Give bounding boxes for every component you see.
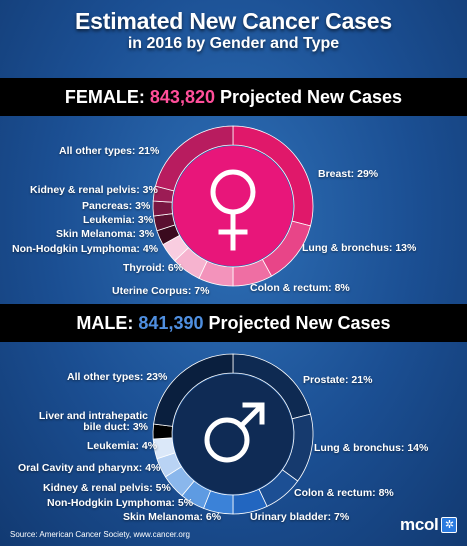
male-hub	[173, 374, 293, 494]
male-symbol-icon	[204, 402, 265, 463]
male-label-oral: Oral Cavity and pharynx: 4%	[18, 462, 161, 474]
female-hub	[173, 146, 293, 266]
female-label-leukemia: Leukemia: 3%	[83, 214, 154, 226]
female-label-thyroid: Thyroid: 6%	[123, 262, 184, 274]
male-label-bladder: Urinary bladder: 7%	[250, 511, 350, 523]
male-label-liver: Liver and intrahepatic bile duct: 3%	[38, 410, 148, 433]
female-band-prefix: FEMALE:	[64, 86, 145, 107]
female-slice-all-other-types	[155, 125, 234, 192]
female-label-uterine: Uterine Corpus: 7%	[112, 285, 210, 297]
logo-text: mcol	[400, 515, 439, 534]
male-slice-all-other-types	[153, 353, 234, 427]
female-label-melanoma: Skin Melanoma: 3%	[56, 228, 155, 240]
female-label-nhl: Non-Hodgkin Lymphoma: 4%	[12, 243, 159, 255]
male-label-lung: Lung & bronchus: 14%	[314, 442, 429, 454]
female-slice-pancreas	[152, 200, 173, 217]
male-band-prefix: MALE:	[76, 312, 134, 333]
male-band: MALE: 841,390 Projected New Cases	[0, 304, 467, 342]
male-label-leukemia: Leukemia: 4%	[87, 440, 158, 452]
female-band: FEMALE: 843,820 Projected New Cases	[0, 78, 467, 116]
male-label-colon: Colon & rectum: 8%	[294, 487, 394, 499]
male-band-suffix: Projected New Cases	[208, 312, 391, 333]
male-label-prostate: Prostate: 21%	[303, 374, 373, 386]
source-note: Source: American Cancer Society, www.can…	[10, 530, 190, 539]
female-label-pancreas: Pancreas: 3%	[82, 200, 151, 212]
female-label-breast: Breast: 29%	[318, 168, 379, 180]
logo-mark-icon: ✲	[441, 517, 458, 533]
male-count: 841,390	[138, 312, 204, 333]
mcol-logo: mcol ✲	[400, 512, 458, 538]
female-label-lung: Lung & bronchus: 13%	[302, 242, 417, 254]
female-symbol-icon	[210, 169, 256, 251]
female-label-colon: Colon & rectum: 8%	[250, 282, 350, 294]
female-band-suffix: Projected New Cases	[219, 86, 403, 107]
male-label-nhl: Non-Hodgkin Lymphoma: 5%	[47, 497, 194, 509]
male-label-other: All other types: 23%	[67, 371, 168, 383]
male-label-melanoma: Skin Melanoma: 6%	[123, 511, 222, 523]
page-subtitle: in 2016 by Gender and Type	[127, 35, 340, 52]
male-label-kidney: Kidney & renal pelvis: 5%	[43, 482, 171, 494]
page-title: Estimated New Cancer Cases	[75, 8, 392, 34]
female-label-other: All other types: 21%	[59, 145, 160, 157]
female-label-kidney: Kidney & renal pelvis: 3%	[30, 184, 158, 196]
female-count: 843,820	[149, 86, 215, 107]
